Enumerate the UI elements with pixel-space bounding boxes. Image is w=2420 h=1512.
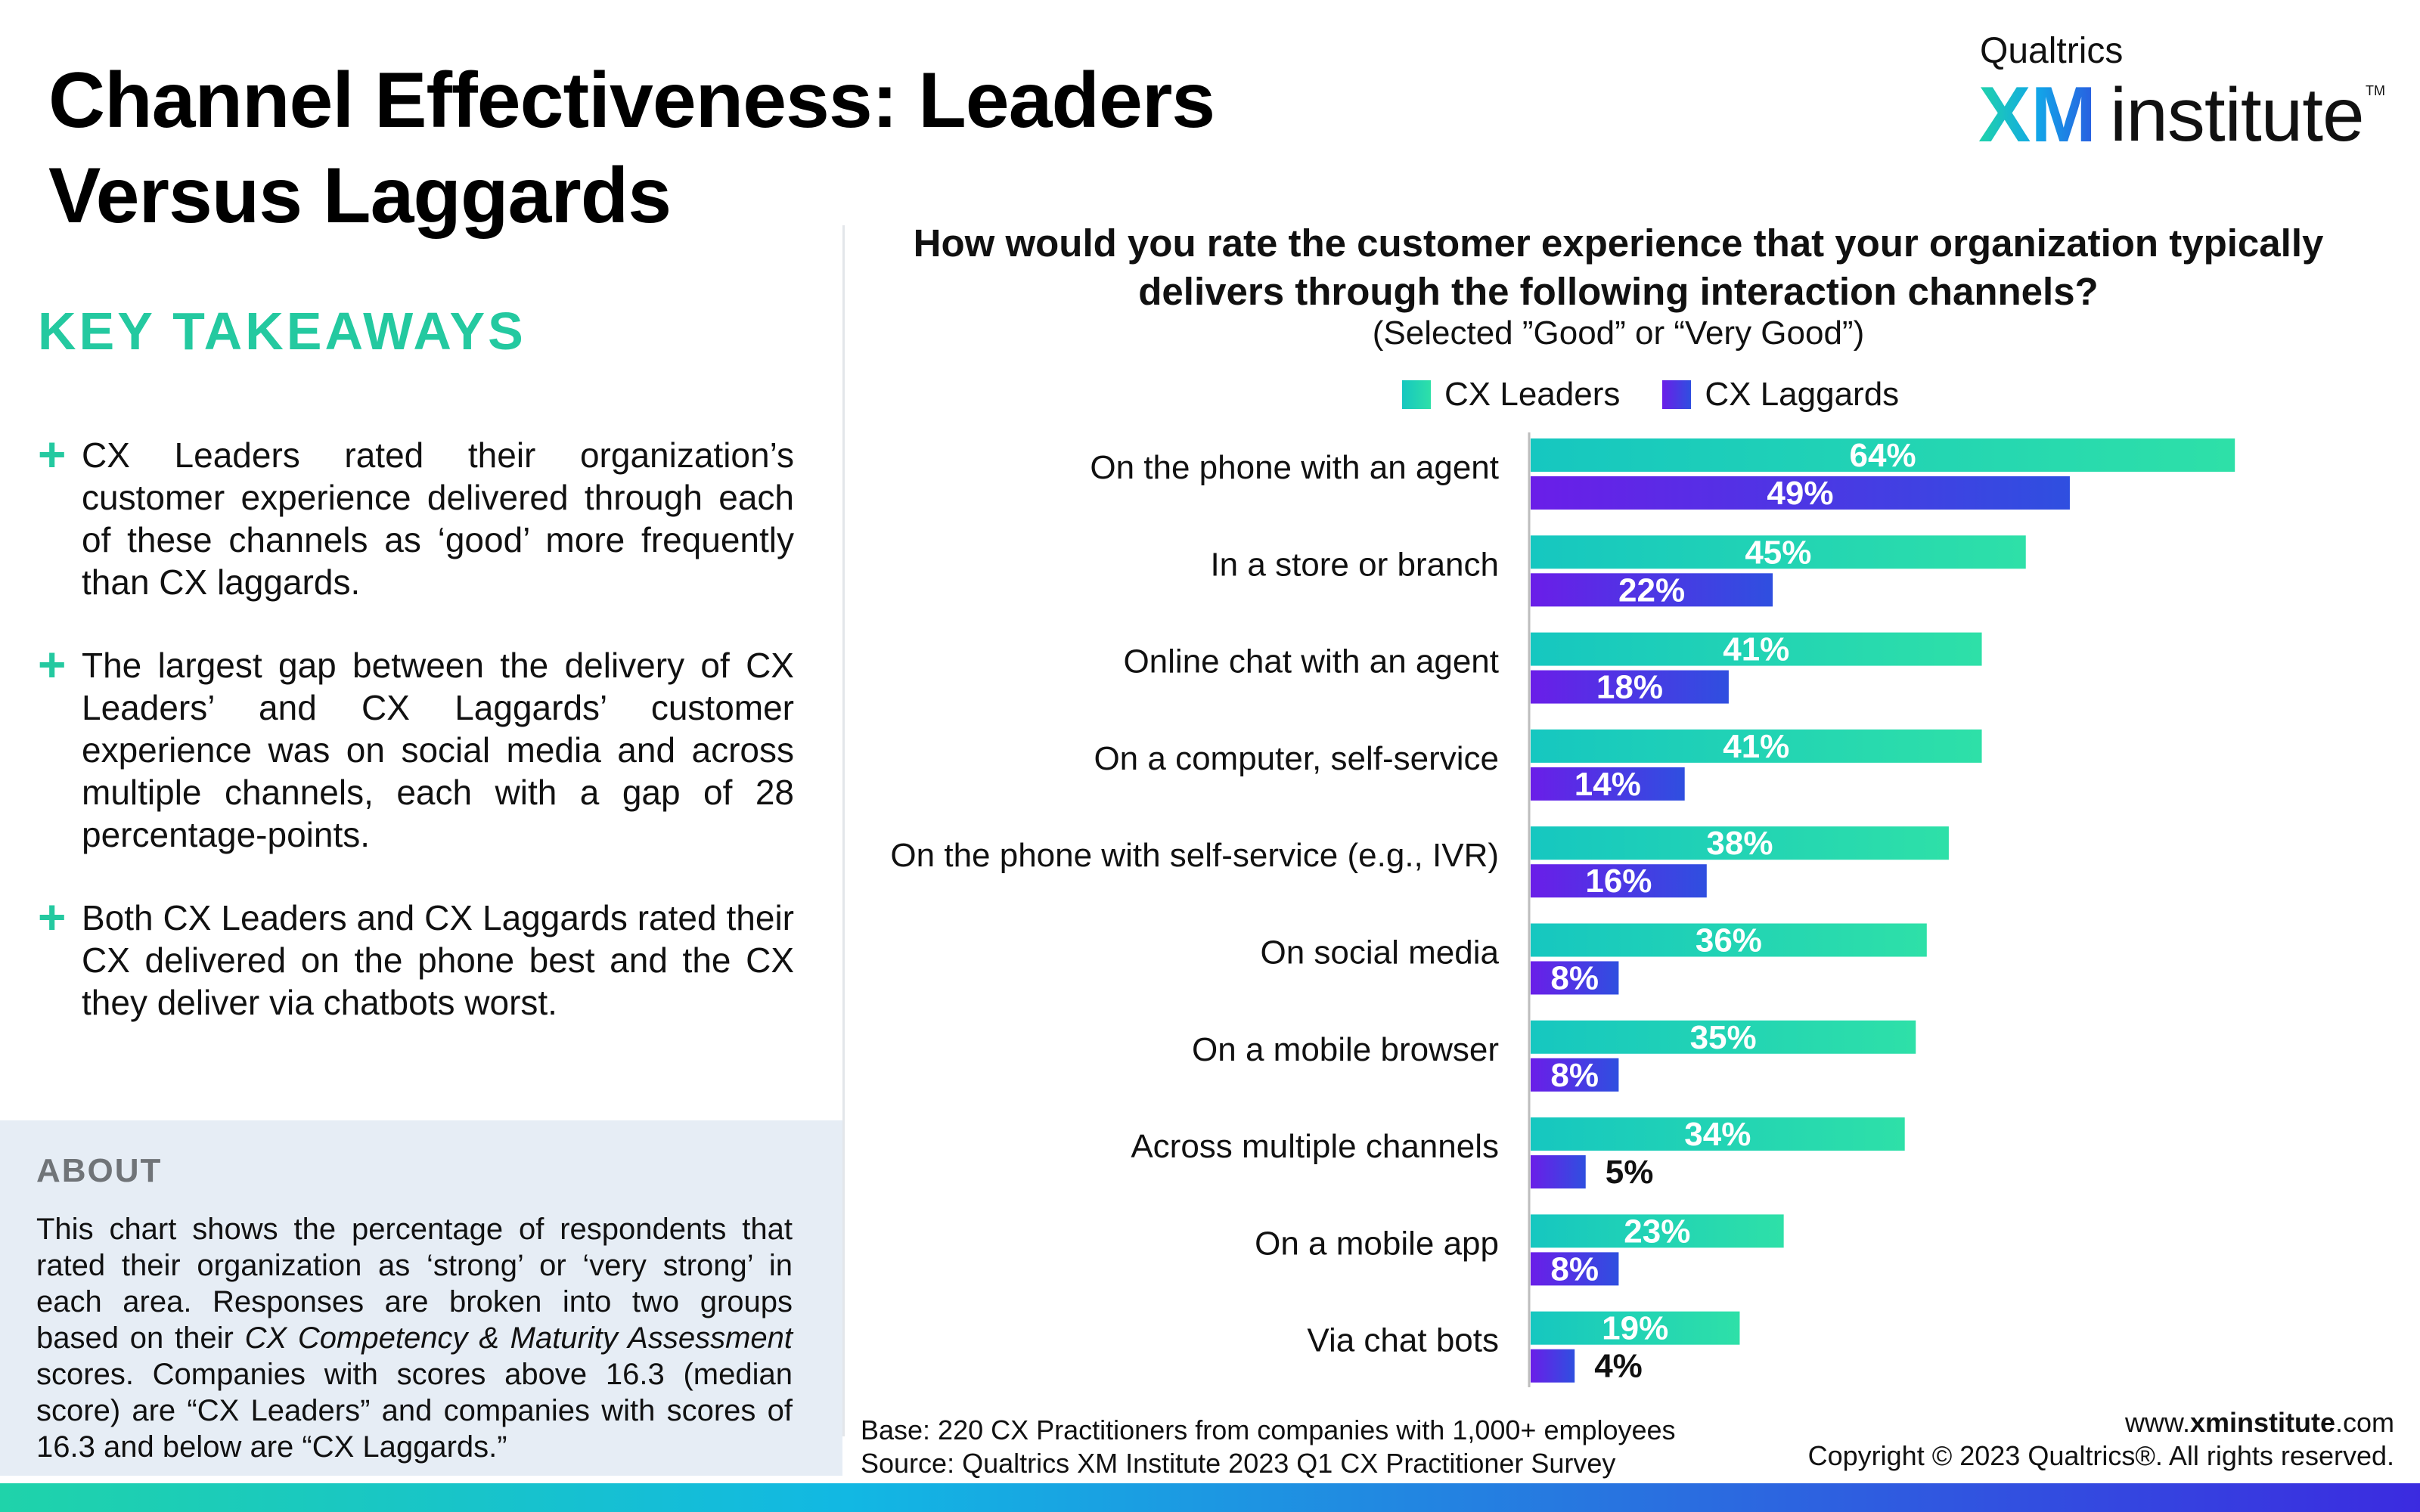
chart-legend: CX Leaders CX Laggards — [1402, 373, 1941, 416]
brand-gradient-bar — [0, 1483, 2420, 1512]
logo-trademark: TM — [2366, 83, 2385, 98]
legend-label-leaders: CX Leaders — [1444, 376, 1621, 413]
about-panel — [0, 1120, 842, 1476]
bar-leaders — [1531, 826, 1949, 860]
legend-label-laggards: CX Laggards — [1705, 376, 1900, 413]
bar-leaders — [1531, 1311, 1740, 1345]
column-divider — [842, 225, 845, 1436]
category-label: On a mobile app — [1255, 1225, 1499, 1262]
legend-item-leaders: CX Leaders — [1402, 376, 1620, 414]
copyright-block: www.xminstitute.com Copyright © 2023 Qua… — [1808, 1406, 2394, 1473]
plus-icon: + — [38, 427, 67, 482]
base-note: Base: 220 CX Practitioners from companie… — [861, 1414, 1676, 1445]
bar-laggards — [1531, 476, 2070, 510]
takeaway-text: Both CX Leaders and CX Laggards rated th… — [82, 898, 794, 1022]
data-label-laggards: 8% — [1550, 1057, 1599, 1094]
key-takeaways-heading: KEY TAKEAWAYS — [38, 302, 526, 361]
data-label-laggards: 16% — [1585, 863, 1652, 900]
data-label-laggards: 8% — [1550, 1250, 1599, 1287]
data-label-leaders: 35% — [1690, 1019, 1757, 1056]
takeaway-item: + CX Leaders rated their organization’s … — [38, 427, 794, 603]
website-prefix: www. — [2124, 1407, 2190, 1438]
about-text-italic: CX Competency & Maturity Assessment — [244, 1321, 793, 1355]
takeaway-text: The largest gap between the delivery of … — [82, 646, 794, 854]
bar-laggards — [1531, 1349, 1575, 1383]
bar-leaders — [1531, 632, 1982, 666]
about-text: This chart shows the percentage of respo… — [36, 1211, 793, 1465]
category-label: Online chat with an agent — [1123, 643, 1499, 680]
legend-swatch-leaders — [1402, 380, 1431, 409]
category-label: Via chat bots — [1307, 1322, 1499, 1359]
data-label-leaders: 41% — [1723, 631, 1789, 668]
data-label-leaders: 34% — [1684, 1116, 1751, 1153]
data-label-leaders: 36% — [1696, 922, 1762, 959]
data-label-leaders: 41% — [1723, 728, 1789, 765]
category-label: On social media — [1261, 934, 1500, 971]
about-heading: ABOUT — [36, 1152, 163, 1189]
data-label-laggards: 5% — [1606, 1154, 1654, 1191]
category-label: On a computer, self-service — [1094, 740, 1499, 777]
data-label-laggards: 22% — [1618, 572, 1685, 609]
bar-leaders — [1531, 1020, 1916, 1054]
takeaway-text: CX Leaders rated their organization’s cu… — [82, 435, 794, 602]
takeaway-item: + The largest gap between the delivery o… — [38, 637, 794, 856]
bar-leaders — [1531, 535, 2026, 569]
chart-title: How would you rate the customer experien… — [913, 222, 2324, 313]
data-label-leaders: 64% — [1850, 437, 1916, 474]
takeaway-item: + Both CX Leaders and CX Laggards rated … — [38, 890, 794, 1024]
data-label-laggards: 14% — [1575, 766, 1641, 803]
bar-leaders — [1531, 1117, 1905, 1151]
chart-subtitle: (Selected ”Good” or “Very Good”) — [1372, 314, 1865, 352]
legend-item-laggards: CX Laggards — [1662, 376, 1899, 414]
copyright-text: Copyright © 2023 Qualtrics®. All rights … — [1807, 1440, 2394, 1471]
data-label-leaders: 23% — [1624, 1213, 1690, 1250]
data-label-laggards: 4% — [1594, 1348, 1643, 1385]
category-label: On the phone with self-service (e.g., IV… — [890, 837, 1499, 874]
website-link[interactable]: www.xminstitute.com — [1808, 1406, 2394, 1439]
data-label-laggards: 8% — [1550, 960, 1599, 997]
bar-leaders — [1531, 923, 1927, 957]
about-text-part: scores. Companies with scores above 16.3… — [36, 1358, 793, 1464]
data-label-laggards: 49% — [1767, 475, 1833, 512]
website-suffix: .com — [2335, 1407, 2394, 1438]
data-label-leaders: 38% — [1706, 825, 1773, 862]
bar-laggards — [1531, 1252, 1619, 1286]
website-domain: xminstitute — [2189, 1407, 2335, 1438]
source-note: Source: Qualtrics XM Institute 2023 Q1 C… — [861, 1448, 1616, 1479]
bar-laggards — [1531, 767, 1685, 801]
data-label-leaders: 45% — [1745, 534, 1811, 571]
plus-icon: + — [38, 637, 67, 692]
category-label: On a mobile browser — [1192, 1031, 1499, 1068]
bar-laggards — [1531, 573, 1773, 607]
page-title: Channel Effectiveness: Leaders Versus La… — [48, 57, 1215, 240]
data-label-laggards: 18% — [1596, 669, 1663, 706]
bar-leaders — [1531, 729, 1982, 763]
logo-institute-text: institute — [2110, 73, 2365, 157]
category-label: Across multiple channels — [1131, 1128, 1499, 1165]
bar-laggards — [1531, 1155, 1586, 1189]
data-label-leaders: 19% — [1602, 1310, 1668, 1347]
bar-laggards — [1531, 961, 1619, 995]
category-label: In a store or branch — [1210, 546, 1499, 583]
bar-leaders — [1531, 1214, 1784, 1248]
about-text-part: This chart shows the percentage of respo… — [36, 1213, 793, 1355]
xm-institute-logo: Qualtrics XM institute TM — [1978, 30, 2403, 159]
plus-icon: + — [38, 890, 67, 944]
logo-xm-text: XM — [1978, 71, 2096, 159]
bar-leaders — [1531, 438, 2235, 472]
bar-laggards — [1531, 1058, 1619, 1092]
bar-laggards — [1531, 670, 1729, 704]
bar-laggards — [1531, 864, 1707, 898]
legend-swatch-laggards — [1662, 380, 1692, 409]
logo-qualtrics-text: Qualtrics — [1980, 31, 2124, 71]
category-label: On the phone with an agent — [1090, 449, 1499, 486]
chart-footnote: Base: 220 CX Practitioners from companie… — [861, 1414, 1676, 1480]
